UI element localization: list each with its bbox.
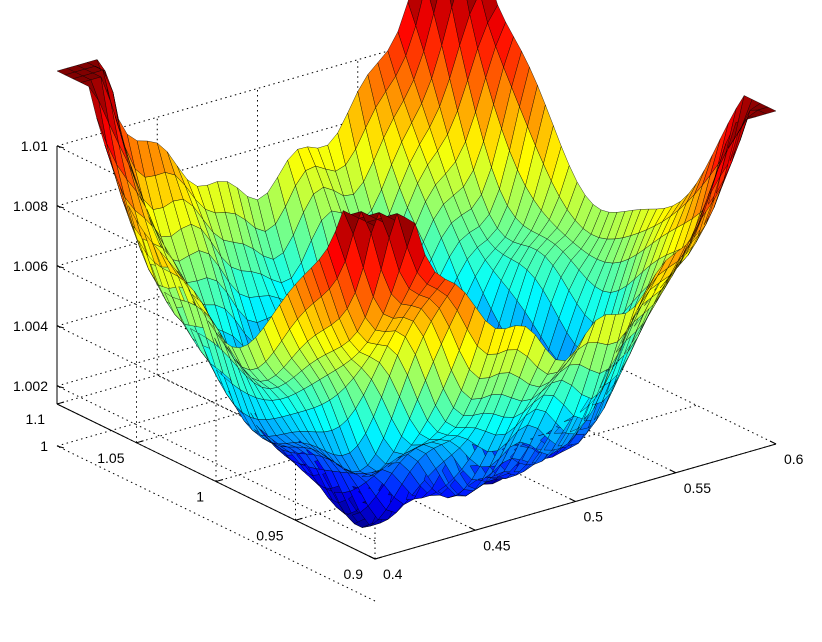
y-tick-mark [215, 479, 224, 482]
x-tick-mark [368, 555, 376, 560]
z-tick-label: 1.008 [13, 198, 48, 214]
z-tick-label: 1.01 [21, 138, 48, 154]
z-tick-label: 1 [40, 438, 48, 454]
z-tick-mark [56, 145, 65, 149]
y-tick-mark [136, 440, 144, 444]
x-tick-label: 0.45 [483, 537, 510, 553]
surface-facet [757, 106, 777, 115]
surface-facet [407, 0, 423, 27]
z-tick-mark [56, 205, 65, 209]
surface-facet [429, 0, 438, 15]
y-tick-label: 1 [196, 489, 204, 505]
y-tick-mark [374, 556, 383, 560]
x-tick-mark [669, 469, 676, 474]
z-tick-mark [56, 445, 65, 449]
x-tick-label: 0.4 [383, 566, 403, 582]
x-tick-label: 0.55 [684, 480, 711, 496]
axes [56, 145, 777, 560]
y-tick-label: 1.1 [26, 411, 46, 427]
z-tick-label: 1.002 [13, 378, 48, 394]
y-tick-mark [56, 401, 65, 405]
z-tick-mark [56, 325, 65, 329]
y-tick-label: 1.05 [97, 450, 124, 466]
y-tick-label: 0.9 [344, 566, 364, 582]
x-tick-mark [469, 526, 476, 531]
z-tick-label: 1.004 [13, 318, 48, 334]
surface-facet [449, 0, 455, 9]
x-tick-label: 0.5 [584, 509, 604, 525]
z-tick-label: 1.006 [13, 258, 48, 274]
surface-facet [466, 0, 477, 16]
x-tick-mark [569, 498, 576, 502]
y-tick-label: 0.95 [256, 527, 283, 543]
surface-mesh [56, 0, 777, 528]
tick-labels: 0.4 0.45 0.5 0.55 0.6 0.9 0.95 1 1.05 1.1 1 1.002 1.… [13, 138, 804, 582]
z-tick-mark [56, 385, 65, 389]
x-tick-label: 0.6 [784, 451, 804, 467]
y-tick-mark [295, 517, 303, 521]
z-tick-mark [56, 265, 65, 269]
x-tick-mark [769, 440, 777, 445]
